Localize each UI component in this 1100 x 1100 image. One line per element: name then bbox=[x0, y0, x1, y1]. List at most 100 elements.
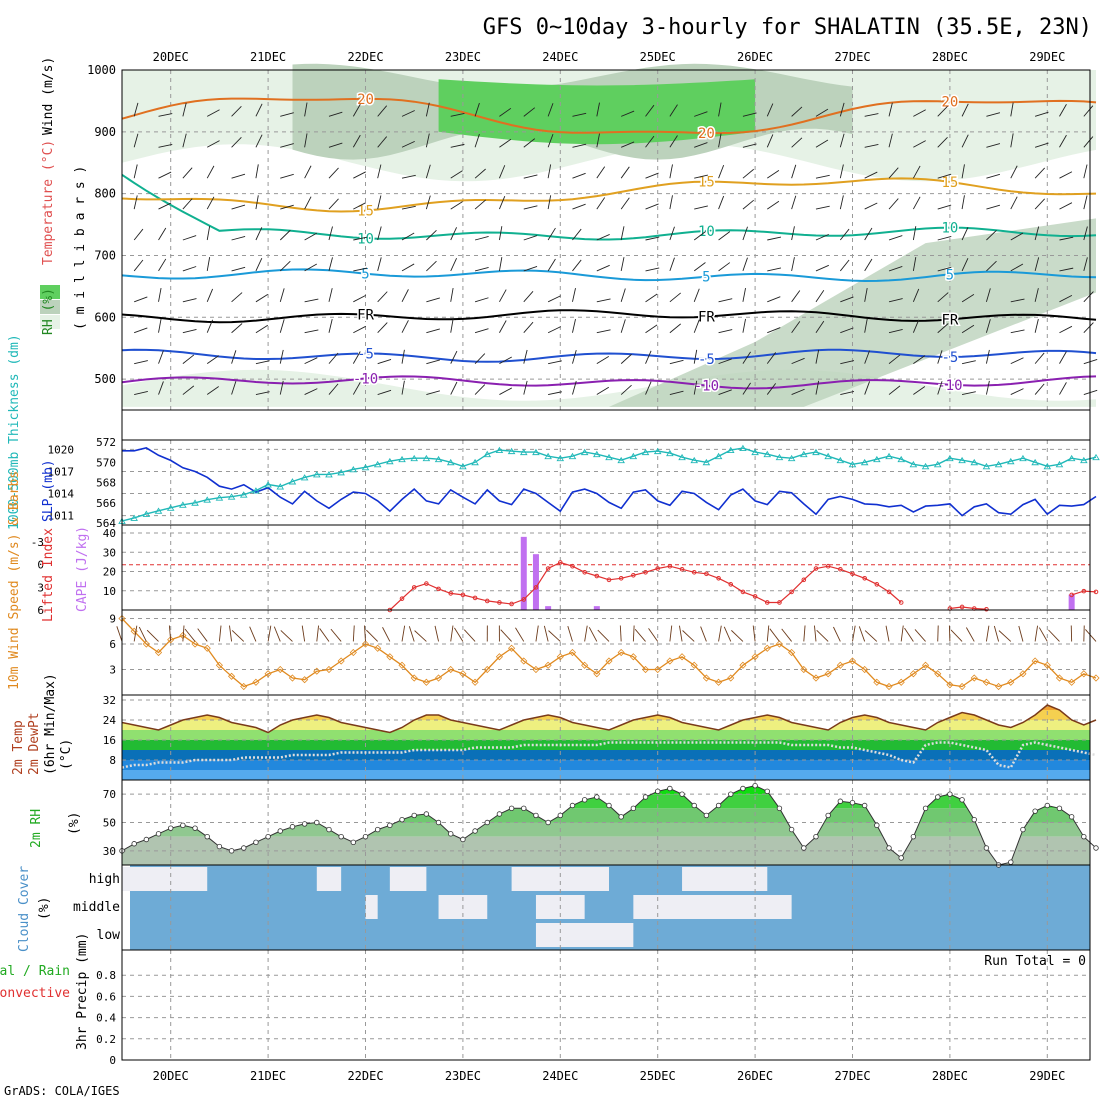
wind-barb bbox=[523, 235, 538, 241]
thickness-marker bbox=[946, 454, 954, 462]
wind-barb bbox=[231, 236, 246, 241]
wind-barb-10m bbox=[769, 628, 780, 642]
cloud-level-label: high bbox=[89, 872, 120, 887]
wind-barb bbox=[134, 327, 148, 334]
wind-barb bbox=[255, 360, 270, 365]
thickness-marker bbox=[410, 454, 418, 462]
isotherm-label: FR bbox=[698, 310, 715, 326]
isotherm-label: FR bbox=[357, 308, 374, 324]
wind-barb bbox=[353, 171, 366, 179]
wind-barb bbox=[158, 113, 173, 117]
wind-barb bbox=[280, 173, 294, 179]
wind-barb-10m bbox=[249, 626, 257, 642]
wind-barb bbox=[401, 349, 405, 364]
wind-barb bbox=[280, 112, 294, 117]
wind-barb bbox=[596, 355, 610, 365]
wind-barb bbox=[401, 110, 415, 117]
cape-bar bbox=[532, 554, 539, 610]
wind-barb bbox=[767, 296, 781, 303]
wind-barb bbox=[425, 195, 431, 210]
wind-barb bbox=[304, 196, 312, 210]
wind-barb bbox=[961, 134, 969, 148]
wind-barb bbox=[913, 109, 926, 117]
thickness-marker bbox=[958, 456, 966, 464]
thickness-marker bbox=[860, 458, 869, 466]
wind-barb bbox=[523, 266, 538, 272]
rh-2m-marker bbox=[874, 822, 880, 829]
wind-barb bbox=[1034, 226, 1040, 241]
wind-barb bbox=[206, 288, 214, 302]
precip-tick: 0.8 bbox=[96, 969, 116, 982]
thickness-marker bbox=[130, 514, 138, 521]
wind-barb bbox=[1010, 133, 1014, 148]
wind-barb bbox=[937, 106, 948, 117]
wind-barb bbox=[328, 198, 339, 210]
rh-2m-marker bbox=[813, 833, 819, 840]
wind-barb bbox=[401, 263, 415, 272]
thickness-marker bbox=[422, 454, 431, 462]
slp-tick: 1020 bbox=[48, 443, 75, 456]
wind-barb bbox=[353, 325, 366, 334]
wind-barb bbox=[694, 111, 708, 117]
wind-barb bbox=[450, 227, 458, 241]
wind-barb bbox=[645, 324, 658, 334]
cloud-clear-block bbox=[316, 867, 342, 891]
wind-barb-10m bbox=[414, 630, 427, 642]
wind-barb-10m bbox=[273, 626, 281, 642]
rh-2m-marker bbox=[265, 833, 271, 840]
wind-barb-10m bbox=[1034, 625, 1039, 642]
date-label-bottom: 20DEC bbox=[153, 1069, 189, 1083]
wind-barb bbox=[206, 196, 215, 210]
thickness-marker bbox=[933, 460, 942, 468]
rh-tick: 50 bbox=[103, 817, 116, 830]
temp-band bbox=[122, 760, 1090, 770]
wind-barb bbox=[815, 108, 829, 117]
wind-barb bbox=[1059, 134, 1067, 148]
wind-speed-marker bbox=[581, 661, 589, 669]
cape-bar bbox=[593, 606, 600, 610]
wind-speed-marker bbox=[605, 657, 613, 665]
isotherm-label: 5 bbox=[946, 267, 954, 283]
lifted-index-marker bbox=[874, 582, 880, 587]
wind-barb bbox=[620, 166, 630, 179]
wind-speed-marker bbox=[215, 661, 223, 669]
thickness-marker bbox=[227, 493, 236, 500]
wind-speed-marker bbox=[1055, 674, 1064, 682]
wind-barb-10m bbox=[632, 625, 635, 642]
thickness-marker bbox=[787, 454, 796, 462]
isotherm-label: 15 bbox=[698, 175, 715, 191]
rh-2m-marker bbox=[728, 791, 734, 797]
wind-barb bbox=[718, 389, 732, 395]
thickness-marker bbox=[386, 457, 394, 465]
wind-barb-10m bbox=[267, 625, 272, 642]
ylabel-cape: CAPE (J/kg) bbox=[75, 526, 90, 612]
lifted-index-line bbox=[949, 606, 987, 610]
wind-barb bbox=[1059, 351, 1067, 364]
wind-speed-marker bbox=[1080, 670, 1088, 678]
wind-speed-marker bbox=[459, 670, 467, 678]
wind-barb bbox=[353, 267, 368, 272]
date-label-bottom: 24DEC bbox=[542, 1069, 578, 1083]
wind-barb bbox=[694, 142, 708, 148]
thickness-marker bbox=[909, 460, 918, 468]
wind-barb bbox=[304, 357, 318, 365]
wind-speed-marker bbox=[848, 657, 857, 665]
wind-barb bbox=[937, 173, 952, 179]
wind-barb bbox=[1010, 196, 1018, 210]
rh-2m-marker bbox=[545, 819, 551, 826]
wind-barb bbox=[718, 298, 733, 303]
wind-barb bbox=[766, 383, 777, 395]
wind-barb bbox=[840, 391, 855, 395]
wind-barb bbox=[158, 202, 172, 210]
rh-2m-marker bbox=[241, 845, 247, 851]
wind-speed-marker bbox=[812, 674, 820, 682]
temp-band bbox=[122, 720, 1090, 730]
rh-legend-swatch bbox=[40, 315, 60, 329]
wind-barb bbox=[840, 327, 854, 334]
wind-barb bbox=[548, 391, 562, 395]
wind-barb bbox=[304, 263, 318, 272]
wind-barb-10m bbox=[218, 625, 222, 642]
isotherm-label: 20 bbox=[698, 126, 715, 142]
wind-barb bbox=[1083, 257, 1088, 272]
wind-barb bbox=[937, 266, 952, 272]
